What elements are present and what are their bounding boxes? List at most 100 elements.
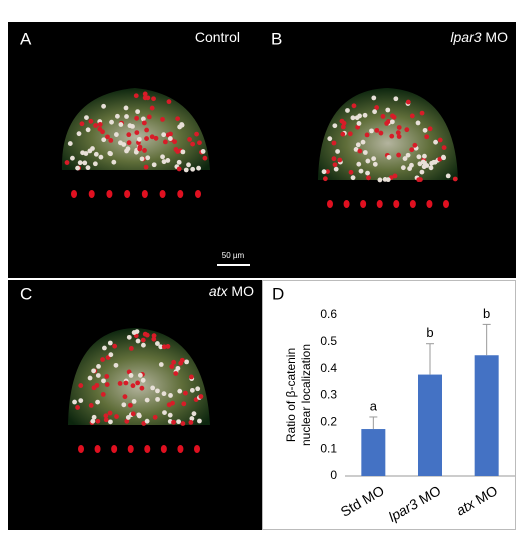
nucleus [130,123,135,129]
nucleus [165,158,171,163]
nucleus [443,200,449,208]
nucleus [134,115,140,121]
nucleus [143,164,149,170]
nucleus [155,388,160,394]
nucleus [88,118,94,124]
nucleus [90,146,95,151]
nucleus [407,166,412,171]
nucleus [136,413,142,419]
nucleus [140,116,146,122]
nucleus [393,200,400,208]
nucleus [325,169,330,175]
caption-text: Control [195,29,240,45]
nucleus [186,162,191,168]
nucleus [195,386,201,392]
nucleus [395,130,401,136]
nucleus [126,334,132,340]
nucleus [85,127,91,133]
nucleus [196,165,201,171]
nucleus [189,374,194,380]
nucleus [179,122,185,128]
nucleus [177,190,184,198]
nucleus [87,375,93,381]
nucleus [123,105,129,111]
nucleus [67,141,73,146]
nucleus [85,165,91,171]
nucleus [332,162,338,168]
nucleus [101,137,107,143]
nucleus [351,103,357,109]
nucleus [194,131,199,137]
nucleus [190,141,196,147]
nucleus [122,394,128,400]
nucleus [197,140,202,146]
nucleus [176,159,182,165]
nucleus [189,416,195,421]
nucleus [159,190,166,198]
nucleus [419,169,425,175]
nucleus [160,154,165,160]
nucleus [389,133,395,139]
nucleus [355,142,361,148]
y-tick-label: 0.6 [320,307,337,321]
y-axis-label: Ratio of β-catenin [284,348,298,442]
nucleus [422,127,428,133]
nucleus [78,398,84,403]
nucleus [396,125,402,130]
panel-caption: atx MO [209,283,254,299]
nucleus [101,103,106,109]
nucleus [107,150,113,156]
nucleus [426,200,433,208]
nucleus [197,418,202,424]
nucleus [198,394,204,399]
nucleus [194,445,200,453]
bar [474,355,499,476]
nucleus [128,373,134,378]
nucleus [97,126,103,132]
nucleus [121,402,127,408]
nucleus [428,165,434,171]
y-tick-label: 0.3 [320,388,337,402]
nucleus [98,154,104,160]
nucleus [88,403,94,408]
nucleus [166,99,172,105]
nucleus [360,139,366,145]
nucleus [140,337,146,343]
nucleus [142,148,147,153]
nucleus [142,91,148,97]
nucleus [151,336,157,342]
nucleus [133,93,139,99]
nucleus [144,332,150,338]
y-tick-label: 0 [330,468,337,482]
nucleus [369,128,374,134]
nucleus [162,410,167,415]
nucleus [350,175,356,181]
nucleus [340,131,346,137]
nucleus [93,123,98,128]
nucleus [91,385,97,391]
nucleus [372,161,378,167]
nucleus [127,445,134,453]
nucleus [339,118,345,124]
nucleus [374,105,380,110]
caption-italic: lpar3 [450,29,481,45]
nucleus [113,132,119,137]
nucleus [161,132,167,138]
nucleus [332,123,338,129]
nucleus [131,330,137,335]
nucleus [327,136,333,142]
nucleus [118,122,124,127]
nucleus [135,109,141,115]
nucleus [108,419,113,425]
nucleus [389,119,395,125]
nucleus [376,200,383,208]
y-tick-label: 0.4 [320,361,337,375]
nucleus [409,200,416,208]
nucleus [441,154,446,160]
nucleus [141,190,148,198]
nucleus [113,362,119,368]
nucleus [105,134,110,140]
nucleus [173,146,179,152]
nucleus [427,126,433,132]
nucleus [77,160,83,166]
